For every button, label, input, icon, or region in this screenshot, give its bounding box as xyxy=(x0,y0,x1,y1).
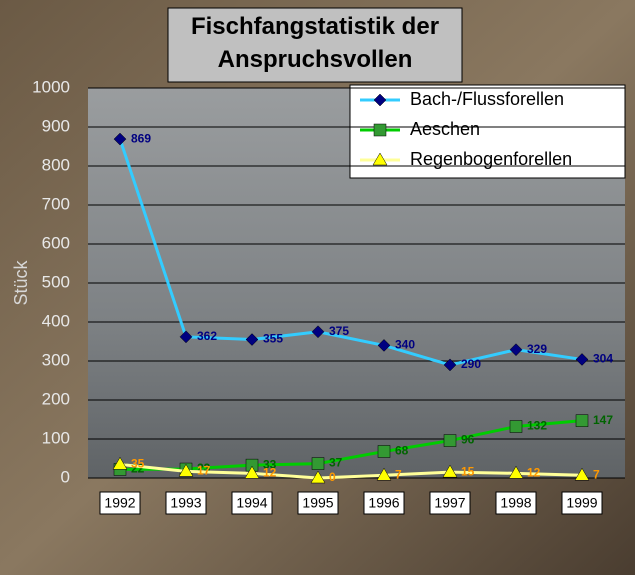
marker xyxy=(377,445,391,458)
marker xyxy=(179,330,193,344)
x-tick-label: 1996 xyxy=(368,495,399,511)
series-line xyxy=(119,462,583,480)
x-tick-label: 1999 xyxy=(566,495,597,511)
y-tick-label: 0 xyxy=(61,467,70,486)
marker xyxy=(372,152,388,166)
data-label: 96 xyxy=(461,433,475,447)
y-tick-label: 600 xyxy=(42,233,70,252)
x-tick-label: 1993 xyxy=(170,495,201,511)
data-label: 33 xyxy=(263,457,277,471)
x-tick-label: 1995 xyxy=(302,495,333,511)
y-tick-label: 200 xyxy=(42,389,70,408)
chart-title: Fischfangstatistik der Anspruchsvollen xyxy=(190,13,440,73)
x-label-box xyxy=(297,491,339,515)
marker xyxy=(509,420,523,433)
marker xyxy=(377,339,391,352)
legend-label: Regenbogenforellen xyxy=(410,149,572,169)
y-tick-label: 100 xyxy=(42,428,70,447)
x-tick-label: 1998 xyxy=(500,495,531,511)
x-label-box xyxy=(99,491,141,515)
marker xyxy=(376,467,392,481)
data-label: 7 xyxy=(395,467,402,481)
marker xyxy=(311,325,325,339)
marker xyxy=(442,464,458,478)
data-label: 375 xyxy=(329,324,349,338)
marker xyxy=(244,465,260,479)
data-label: 12 xyxy=(527,465,541,479)
marker xyxy=(373,123,387,137)
data-label: 17 xyxy=(197,464,211,478)
marker xyxy=(574,467,590,481)
marker xyxy=(508,465,524,479)
y-tick-label: 1000 xyxy=(32,77,70,96)
data-label: 869 xyxy=(131,131,151,145)
legend-label: Aeschen xyxy=(410,119,480,139)
y-tick-label: 500 xyxy=(42,272,70,291)
x-label-box xyxy=(495,491,537,515)
marker xyxy=(575,414,589,427)
x-label-box xyxy=(561,491,603,515)
marker xyxy=(113,132,127,146)
x-tick-label: 1994 xyxy=(236,495,267,511)
y-tick-label: 800 xyxy=(42,155,70,174)
marker xyxy=(443,358,457,372)
marker xyxy=(245,333,259,346)
data-label: 329 xyxy=(527,342,547,356)
x-tick-label: 1997 xyxy=(434,495,465,511)
marker xyxy=(112,456,128,470)
marker xyxy=(178,463,194,477)
data-label: 340 xyxy=(395,338,415,352)
y-axis-label: Stück xyxy=(11,259,31,305)
series-line xyxy=(118,138,583,367)
data-label: 290 xyxy=(461,357,481,371)
data-label: 7 xyxy=(593,467,600,481)
data-label: 355 xyxy=(263,332,283,346)
data-label: 35 xyxy=(131,457,145,471)
y-tick-label: 700 xyxy=(42,194,70,213)
data-label: 304 xyxy=(593,352,613,366)
title-wrap: Fischfangstatistik der Anspruchsvollen xyxy=(190,13,440,73)
legend-label: Bach-/Flussforellen xyxy=(410,89,564,109)
data-label: 132 xyxy=(527,419,547,433)
y-tick-label: 900 xyxy=(42,116,70,135)
x-label-box xyxy=(231,491,273,515)
data-label: 37 xyxy=(329,456,343,470)
marker xyxy=(575,353,589,366)
x-label-box xyxy=(165,491,207,515)
marker xyxy=(311,457,325,470)
data-label: 0 xyxy=(329,470,336,484)
marker xyxy=(509,343,523,357)
y-tick-label: 400 xyxy=(42,311,70,330)
data-label: 147 xyxy=(593,413,613,427)
data-label: 362 xyxy=(197,329,217,343)
data-label: 15 xyxy=(461,464,475,478)
title-box xyxy=(167,7,463,83)
x-label-box xyxy=(429,491,471,515)
y-tick-label: 300 xyxy=(42,350,70,369)
x-label-box xyxy=(363,491,405,515)
marker xyxy=(310,470,326,484)
x-tick-label: 1992 xyxy=(104,495,135,511)
data-label: 68 xyxy=(395,444,409,458)
marker xyxy=(443,434,457,447)
marker xyxy=(373,93,387,107)
series-line xyxy=(119,419,583,471)
data-label: 12 xyxy=(263,465,277,479)
